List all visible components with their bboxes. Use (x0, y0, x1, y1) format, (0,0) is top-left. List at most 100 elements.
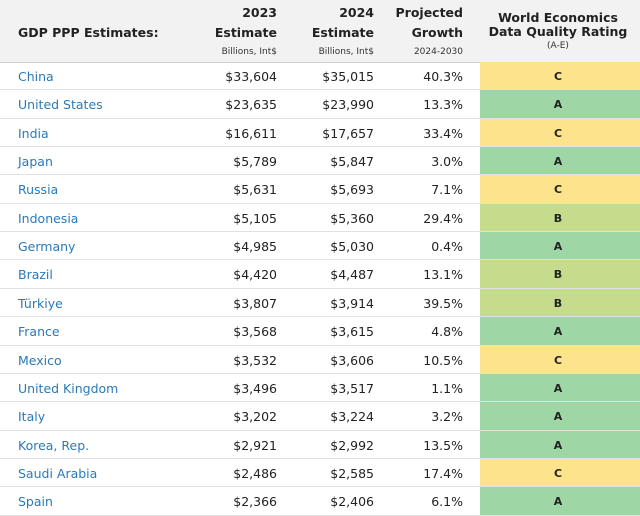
table-cell: $3,615 (330, 324, 374, 340)
rating-cell: C (553, 353, 563, 367)
column-header: World Economics (498, 10, 618, 25)
table-cell: $23,990 (322, 97, 374, 113)
table-cell: 7.1% (431, 182, 463, 198)
table-cell: $5,030 (330, 239, 374, 255)
row-divider (0, 514, 640, 516)
rating-cell: B (553, 211, 563, 225)
rating-cell: A (553, 495, 563, 509)
country-link: Germany (18, 239, 76, 255)
rating-background (480, 118, 640, 148)
rating-background (480, 345, 640, 374)
header-title: GDP PPP Estimates: (18, 25, 159, 40)
table-cell: $2,366 (233, 494, 277, 510)
rating-background (480, 62, 640, 91)
table-cell: 3.2% (431, 409, 463, 425)
rating-background (480, 203, 640, 233)
rating-background (480, 147, 640, 176)
table-cell: 10.5% (423, 352, 463, 368)
rating-cell: C (553, 70, 563, 83)
table-cell: $3,568 (233, 324, 277, 340)
rating-cell: A (553, 381, 563, 395)
table-cell: $3,224 (330, 409, 374, 425)
table-cell: $2,486 (233, 465, 277, 481)
table-cell: $3,606 (330, 352, 374, 368)
row-divider (0, 429, 640, 431)
rating-background (480, 430, 640, 459)
rating-background (480, 175, 640, 204)
table-cell: 3.0% (431, 154, 463, 170)
rating-background (480, 288, 640, 318)
country-link: Brazil (18, 267, 53, 283)
row-divider (0, 89, 640, 91)
rating-cell: A (553, 325, 563, 339)
table-cell: $2,921 (233, 437, 277, 453)
row-divider (0, 259, 640, 261)
table-cell: $5,631 (233, 182, 277, 198)
country-link: Korea, Rep. (18, 437, 90, 453)
column-header: 2024 (339, 5, 374, 20)
table-cell: 4.8% (431, 324, 463, 340)
column-header: Estimate (214, 25, 277, 40)
table-cell: 29.4% (423, 210, 463, 226)
table-cell: $23,635 (225, 97, 277, 113)
rating-cell: A (553, 98, 563, 112)
row-divider (0, 344, 640, 346)
column-header: Data Quality Rating (488, 24, 628, 39)
column-header: 2023 (242, 5, 277, 20)
table-cell: 13.1% (423, 267, 463, 283)
rating-background (480, 232, 640, 261)
rating-cell: A (553, 410, 563, 424)
country-link: China (18, 69, 54, 84)
row-divider (0, 457, 640, 459)
rating-cell: B (553, 268, 563, 282)
rating-cell: C (553, 466, 563, 480)
rating-background (480, 487, 640, 516)
rating-cell: A (553, 240, 563, 254)
rating-cell: A (553, 155, 563, 169)
table-cell: $5,105 (233, 210, 277, 226)
table-cell: $5,360 (330, 210, 374, 226)
row-divider (0, 146, 640, 148)
country-link: United Kingdom (18, 380, 119, 396)
table-cell: $4,985 (233, 239, 277, 255)
country-link: Japan (18, 154, 53, 170)
rating-cell: B (553, 296, 563, 310)
country-link: Russia (18, 182, 59, 198)
table-cell: 1.1% (431, 380, 463, 396)
country-link: Italy (18, 409, 46, 425)
table-header: GDP PPP Estimates: 2023 Estimate Billions,… (0, 0, 640, 63)
rating-cell: C (553, 183, 563, 197)
table-cell: $33,604 (225, 69, 277, 84)
table-cell: $2,585 (330, 465, 374, 481)
rating-background (480, 402, 640, 431)
table-cell: 39.5% (423, 295, 463, 311)
row-divider (0, 174, 640, 176)
row-divider (0, 316, 640, 318)
table-cell: $2,992 (330, 437, 374, 453)
column-header: (A-E) (547, 41, 569, 51)
country-link: India (18, 125, 49, 141)
table-cell: $3,202 (233, 409, 277, 425)
country-link: Saudi Arabia (18, 465, 98, 481)
row-divider (0, 401, 640, 403)
rating-background (480, 317, 640, 346)
column-header: Projected (395, 5, 464, 20)
column-header: Growth (411, 25, 463, 40)
table-cell: $3,532 (233, 352, 277, 368)
country-link: Spain (18, 494, 53, 510)
table-cell: 40.3% (423, 69, 463, 84)
rating-cell: C (553, 126, 563, 140)
row-divider (0, 372, 640, 374)
table-cell: 13.3% (423, 97, 463, 113)
table-cell: $4,487 (330, 267, 374, 283)
rating-background (480, 373, 640, 403)
country-link: France (18, 324, 60, 340)
table-cell: $5,693 (330, 182, 374, 198)
row-divider (0, 231, 640, 233)
table-cell: $5,847 (330, 154, 374, 170)
table-cell: $2,406 (330, 494, 374, 510)
column-header: Estimate (311, 25, 374, 40)
country-link: Mexico (18, 352, 62, 368)
column-header: Billions, Int$ (221, 47, 277, 57)
table-cell: 6.1% (431, 494, 463, 510)
